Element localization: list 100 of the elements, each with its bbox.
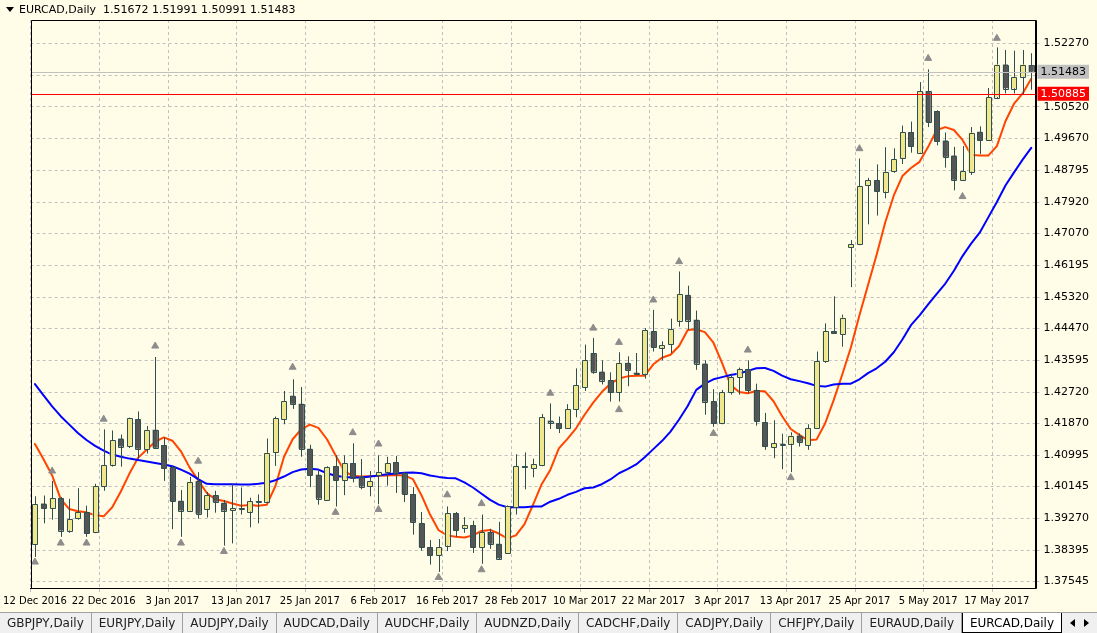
x-tick-label: 13 Jan 2017 xyxy=(211,594,272,606)
text: AUDJPY,Daily xyxy=(183,613,277,633)
y-tick-label: 1.46195 xyxy=(1043,257,1090,271)
point xyxy=(477,499,486,507)
candlestick xyxy=(470,520,476,554)
point xyxy=(855,144,864,152)
text: GBPJPY,Daily xyxy=(0,613,92,633)
point xyxy=(219,546,228,554)
x-tick-label: 25 Jan 2017 xyxy=(279,594,340,606)
candlestick xyxy=(453,511,459,538)
y-tick-label: 1.37545 xyxy=(1043,574,1090,588)
candlestick xyxy=(75,487,81,521)
x-tick-label: 17 May 2017 xyxy=(964,594,1030,606)
candlestick xyxy=(573,367,579,418)
candlestick xyxy=(616,351,622,403)
y-tick-label: 1.47070 xyxy=(1043,225,1090,239)
text: CADCHF,Daily xyxy=(579,613,679,633)
point xyxy=(958,192,967,200)
point xyxy=(924,53,933,61)
candlestick xyxy=(307,444,313,488)
point xyxy=(151,341,160,349)
point xyxy=(31,557,39,565)
point xyxy=(48,466,57,474)
y-tick-label: 1.39270 xyxy=(1043,511,1090,525)
candlestick xyxy=(83,505,90,538)
candlestick xyxy=(367,470,373,497)
point xyxy=(374,439,383,447)
point xyxy=(82,538,91,546)
x-tick-label: 16 Feb 2017 xyxy=(416,594,479,606)
candlestick xyxy=(667,318,674,354)
candlestick xyxy=(539,413,545,467)
x-tick-label: 28 Feb 2017 xyxy=(484,594,548,606)
y-tick-label: 1.50520 xyxy=(1043,99,1090,113)
candlestick xyxy=(144,425,150,454)
y-tick-label: 1.49670 xyxy=(1043,130,1090,144)
x-tick-label: 22 Dec 2016 xyxy=(71,594,136,606)
y-tick-label: 1.40145 xyxy=(1043,479,1090,493)
candlestick xyxy=(719,389,725,425)
text: AUDCAD,Daily xyxy=(276,613,378,633)
candlestick xyxy=(874,163,880,217)
candlestick xyxy=(762,412,768,451)
point xyxy=(374,504,383,512)
x-tick-label: 3 Jan 2017 xyxy=(145,594,200,606)
candlestick xyxy=(229,483,236,544)
point xyxy=(649,295,658,303)
candlestick xyxy=(813,351,820,430)
ref-line-label: 1.50885 xyxy=(1040,86,1087,100)
y-tick-label: 1.44470 xyxy=(1043,320,1090,334)
candlestick xyxy=(32,495,38,558)
candlestick xyxy=(478,514,485,565)
y-tick-label: 1.47920 xyxy=(1043,194,1090,208)
x-tick-label: 10 Mar 2017 xyxy=(552,594,617,606)
point xyxy=(675,257,684,265)
y-tick-label: 1.42720 xyxy=(1043,384,1090,398)
text: EURAUD,Daily xyxy=(862,613,962,633)
x-tick-label: 25 Apr 2017 xyxy=(828,594,891,606)
point xyxy=(177,538,185,546)
point xyxy=(786,473,795,481)
y-tick-label: 1.43595 xyxy=(1043,352,1090,366)
y-tick-label: 1.48795 xyxy=(1043,162,1090,176)
y-tick-label: 1.45320 xyxy=(1043,289,1090,303)
text: EURJPY,Daily xyxy=(91,613,184,633)
point xyxy=(992,33,1001,41)
candlestick xyxy=(908,121,914,154)
point xyxy=(443,490,452,498)
point xyxy=(615,337,623,345)
point xyxy=(546,388,555,396)
chart-title: EURCAD,Daily 1.51672 1.51991 1.50991 1.51483 xyxy=(19,3,296,16)
x-tick-label: 12 Dec 2016 xyxy=(3,594,67,606)
candlestick xyxy=(375,454,382,505)
candlestick xyxy=(856,158,863,246)
point xyxy=(615,405,623,413)
point xyxy=(477,565,486,573)
point xyxy=(709,428,718,436)
y-tick-label: 1.41870 xyxy=(1043,416,1090,430)
x-tick-label: 13 Apr 2017 xyxy=(759,594,822,606)
x-tick-label: 3 Apr 2017 xyxy=(694,594,750,606)
y-tick-label: 1.38395 xyxy=(1043,543,1090,557)
y-tick-label: 1.40995 xyxy=(1043,448,1090,461)
point xyxy=(56,538,65,546)
candlestick xyxy=(161,436,167,482)
text: CADJPY,Daily xyxy=(678,613,772,633)
candlestick xyxy=(848,239,854,288)
text: AUDNZD,Daily xyxy=(477,613,580,633)
candlestick xyxy=(332,454,339,507)
candlestick xyxy=(513,453,519,516)
point xyxy=(743,345,752,353)
candlestick xyxy=(891,147,897,174)
x-tick-label: 22 Mar 2017 xyxy=(621,594,686,606)
candlestick xyxy=(865,177,871,225)
text: CHFJPY,Daily xyxy=(771,613,863,633)
candlestick xyxy=(427,539,433,566)
ref-line-label: 1.51483 xyxy=(1040,64,1087,78)
candlestick xyxy=(281,390,287,425)
candlestick xyxy=(934,109,940,146)
candlestick xyxy=(521,451,528,490)
point xyxy=(589,323,598,331)
text: AUDCHF,Daily xyxy=(377,613,478,633)
point xyxy=(194,456,203,464)
candlestick xyxy=(728,373,734,396)
